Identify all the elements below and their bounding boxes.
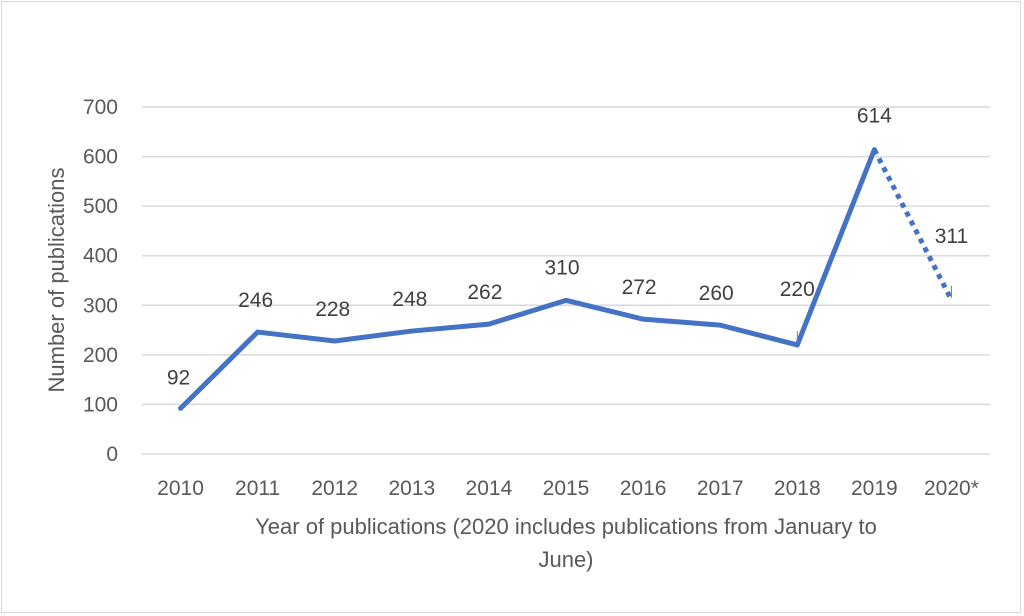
x-tick-label: 2017: [697, 477, 744, 500]
x-axis-title-line-1: Year of publications (2020 includes publ…: [255, 514, 877, 539]
data-label: 272: [622, 276, 657, 299]
y-tick-label: 0: [106, 443, 118, 466]
data-label: 246: [238, 289, 273, 312]
data-label: 220: [780, 278, 815, 301]
y-tick-label: 300: [83, 294, 118, 317]
y-tick-labels: 0 100 200 300 400 500 600 700: [83, 96, 118, 466]
y-axis-title: Number of publications: [44, 167, 69, 392]
data-label: 248: [392, 288, 427, 311]
x-tick-label: 2018: [774, 477, 821, 500]
data-label: 228: [315, 298, 350, 321]
y-tick-label: 100: [83, 393, 118, 416]
x-tick-label: 2015: [543, 477, 590, 500]
data-label: 262: [467, 281, 502, 304]
series-line-solid: [178, 147, 877, 411]
data-label: 92: [167, 366, 190, 389]
x-tick-labels: 2010 2011 2012 2013 2014 2015 2016 2017 2018 2019…: [157, 477, 979, 500]
data-label: 310: [544, 256, 579, 279]
x-axis-title-line-2: June): [538, 547, 593, 572]
data-label: 260: [699, 282, 734, 305]
x-tick-label: 2012: [311, 477, 358, 500]
x-tick-label: 2019: [851, 477, 898, 500]
x-tick-label: 2013: [388, 477, 435, 500]
x-tick-label: 2016: [620, 477, 667, 500]
y-tick-label: 500: [83, 195, 118, 218]
x-tick-label: 2014: [466, 477, 513, 500]
y-tick-label: 400: [83, 245, 118, 268]
data-labels: 92 246 228 248 262 310 272 260 220 614 311: [167, 105, 968, 390]
gridlines: [142, 106, 990, 455]
y-tick-label: 700: [83, 96, 118, 119]
data-label: 311: [935, 225, 968, 248]
x-tick-label: 2011: [235, 477, 280, 500]
data-label: 614: [857, 105, 892, 128]
x-tick-label: 2010: [157, 477, 204, 500]
y-tick-label: 200: [83, 344, 118, 367]
x-tick-label: 2020*: [924, 477, 979, 500]
y-tick-label: 600: [83, 146, 118, 169]
series-line: [178, 147, 954, 411]
series-line-dotted-segment: [872, 148, 954, 301]
